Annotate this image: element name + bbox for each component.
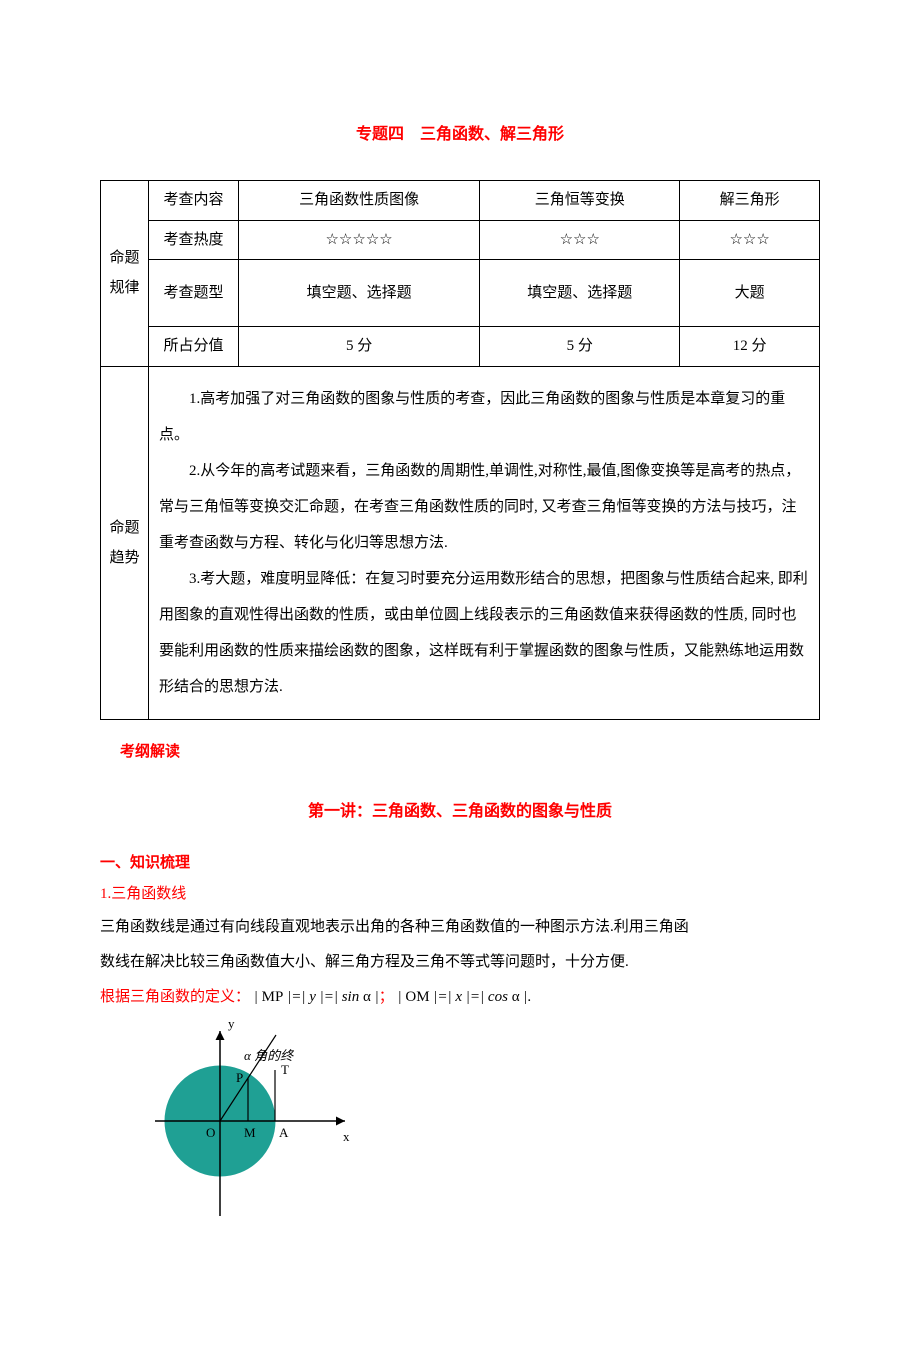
row-label-type: 考查题型 — [149, 260, 239, 327]
side-header-trend: 命题趋势 — [101, 366, 149, 719]
cell-heat-0: ☆☆☆☆☆ — [239, 220, 480, 260]
formula-line: 根据三角函数的定义： | MP |=| y |=| sin α |； | OM … — [100, 985, 820, 1006]
svg-text:M: M — [244, 1125, 256, 1140]
cell-content-2: 解三角形 — [680, 181, 820, 221]
svg-text:O: O — [206, 1125, 215, 1140]
row-label-content: 考查内容 — [149, 181, 239, 221]
row-label-score: 所占分值 — [149, 327, 239, 367]
trend-paragraph-1: 1.高考加强了对三角函数的图象与性质的考查，因此三角函数的图象与性质是本章复习的… — [159, 381, 809, 453]
lecture-title: 第一讲：三角函数、三角函数的图象与性质 — [100, 797, 820, 821]
unit-circle-svg: y x O M A P Tα 角的终 — [140, 1016, 400, 1226]
svg-text:y: y — [228, 1016, 235, 1031]
trend-cell: 1.高考加强了对三角函数的图象与性质的考查，因此三角函数的图象与性质是本章复习的… — [149, 366, 820, 719]
section-heading: 一、知识梳理 — [100, 851, 820, 872]
cell-type-0: 填空题、选择题 — [239, 260, 480, 327]
svg-text:α 角的终: α 角的终 — [244, 1048, 295, 1063]
formula-part-2: | OM |=| x |=| cos α | — [397, 989, 527, 1005]
syllabus-label: 考纲解读 — [120, 740, 820, 761]
exam-pattern-table: 命题规律 考查内容 三角函数性质图像 三角恒等变换 解三角形 考查热度 ☆☆☆☆… — [100, 180, 820, 720]
body-text-line-2: 数线在解决比较三角函数值大小、解三角方程及三角不等式等问题时，十分方便. — [100, 946, 820, 979]
trend-paragraph-3: 3.考大题，难度明显降低：在复习时要充分运用数形结合的思想，把图象与性质结合起来… — [159, 561, 809, 705]
unit-circle-diagram: y x O M A P Tα 角的终 — [140, 1016, 820, 1231]
formula-prefix: 根据三角函数的定义： — [100, 989, 250, 1005]
cell-type-1: 填空题、选择题 — [480, 260, 680, 327]
svg-text:A: A — [279, 1125, 289, 1140]
cell-heat-1: ☆☆☆ — [480, 220, 680, 260]
svg-text:P: P — [236, 1070, 243, 1085]
cell-content-0: 三角函数性质图像 — [239, 181, 480, 221]
formula-tail: . — [527, 989, 531, 1005]
sub-heading: 1.三角函数线 — [100, 882, 820, 903]
cell-type-2: 大题 — [680, 260, 820, 327]
cell-score-0: 5 分 — [239, 327, 480, 367]
body-text-line-1: 三角函数线是通过有向线段直观地表示出角的各种三角函数值的一种图示方法.利用三角函 — [100, 911, 820, 944]
trend-paragraph-2: 2.从今年的高考试题来看，三角函数的周期性,单调性,对称性,最值,图像变换等是高… — [159, 453, 809, 561]
formula-sep: ； — [379, 989, 394, 1005]
formula-part-1: | MP |=| y |=| sin α | — [254, 989, 379, 1005]
row-label-heat: 考查热度 — [149, 220, 239, 260]
page-title: 专题四 三角函数、解三角形 — [100, 120, 820, 144]
cell-content-1: 三角恒等变换 — [480, 181, 680, 221]
svg-text:T: T — [281, 1062, 289, 1077]
cell-score-1: 5 分 — [480, 327, 680, 367]
side-header-pattern: 命题规律 — [101, 181, 149, 367]
cell-heat-2: ☆☆☆ — [680, 220, 820, 260]
svg-text:x: x — [343, 1129, 350, 1144]
cell-score-2: 12 分 — [680, 327, 820, 367]
